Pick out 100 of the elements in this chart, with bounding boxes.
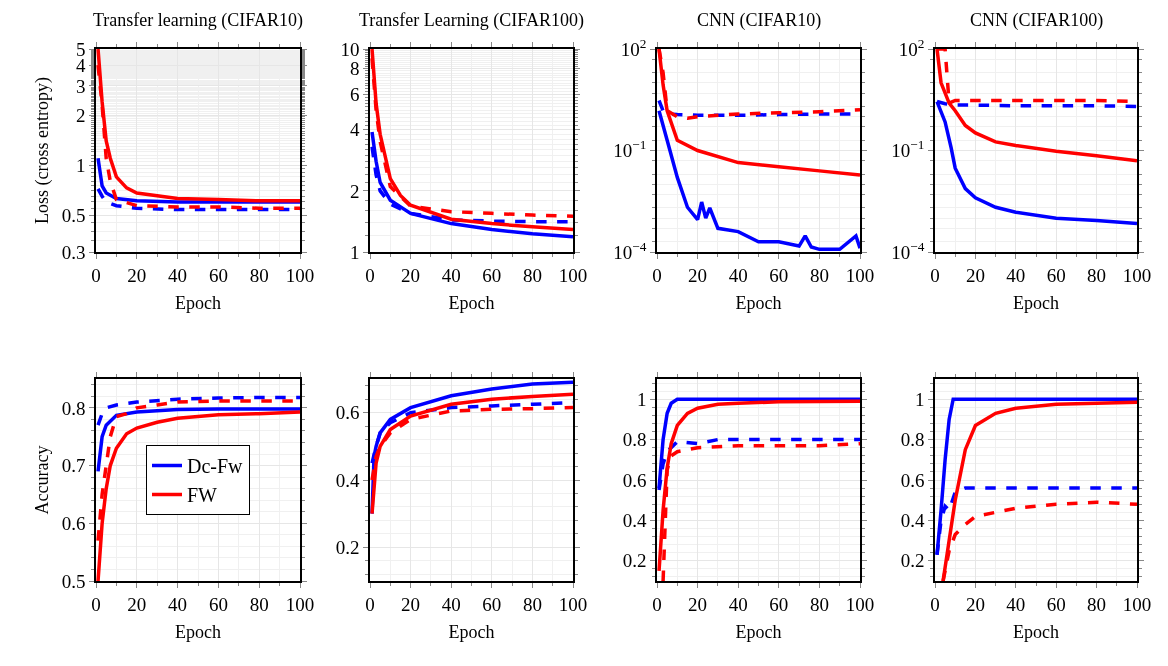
- x-tick-label: 0: [365, 264, 375, 286]
- x-tick-label: 40: [728, 593, 748, 615]
- x-tick-label: 100: [285, 264, 315, 286]
- x-tick-label: 40: [1006, 264, 1026, 286]
- x-tick-label: 40: [441, 593, 461, 615]
- x-tick-label: 20: [127, 264, 147, 286]
- x-tick-label: 20: [127, 593, 147, 615]
- chart-title: Transfer learning (CIFAR10): [93, 10, 303, 31]
- y-tick-label: 0.6: [335, 402, 360, 424]
- y-tick-label: 10$^{−4}$: [891, 238, 925, 263]
- x-tick-label: 0: [91, 264, 101, 286]
- chart-title: CNN (CIFAR100): [970, 10, 1104, 31]
- y-tick-label: 0.5: [61, 570, 86, 592]
- x-tick-label: 80: [522, 264, 542, 286]
- x-tick-label: 20: [688, 593, 708, 615]
- x-axis-title: Epoch: [735, 293, 782, 314]
- y-tick-label: 0.8: [622, 429, 647, 451]
- x-tick-label: 60: [769, 593, 789, 615]
- y-axis-title: Loss (cross entropy): [32, 77, 54, 224]
- x-tick-label: 20: [401, 593, 421, 615]
- y-tick-label: 10: [340, 38, 360, 60]
- y-tick-label: 3: [75, 75, 86, 97]
- legend-label: Dc-Fw: [187, 455, 244, 478]
- x-tick-label: 60: [482, 593, 502, 615]
- y-tick-label: 8: [349, 58, 360, 80]
- x-tick-label: 40: [168, 264, 188, 286]
- y-tick-label: 1: [349, 241, 360, 263]
- x-tick-label: 80: [249, 593, 269, 615]
- y-tick-label: 2: [75, 104, 86, 126]
- chart-title: Transfer Learning (CIFAR100): [359, 10, 584, 31]
- x-tick-label: 60: [482, 264, 502, 286]
- x-axis-title: Epoch: [1013, 293, 1059, 314]
- y-tick-label: 6: [349, 83, 360, 105]
- y-axis-title: Accuracy: [32, 445, 53, 515]
- y-tick-label: 0.6: [622, 469, 647, 491]
- x-tick-label: 100: [1122, 593, 1152, 615]
- x-tick-label: 80: [809, 264, 829, 286]
- line-series: [370, 130, 573, 239]
- y-tick-label: 0.8: [61, 397, 86, 419]
- y-tick-label: 0.7: [61, 455, 86, 477]
- y-tick-label: 10$^{−1}$: [891, 137, 925, 162]
- y-tick-label: 2: [349, 180, 360, 202]
- x-tick-label: 20: [965, 593, 985, 615]
- y-tick-label: 0.6: [61, 512, 86, 534]
- x-tick-label: 40: [1006, 593, 1026, 615]
- x-tick-label: 80: [809, 593, 829, 615]
- y-tick-label: 1: [636, 388, 647, 410]
- x-tick-label: 40: [168, 593, 188, 615]
- x-tick-label: 40: [441, 264, 461, 286]
- x-tick-label: 80: [1087, 264, 1107, 286]
- x-tick-label: 60: [769, 264, 789, 286]
- x-tick-label: 20: [401, 264, 421, 286]
- x-tick-label: 40: [728, 264, 748, 286]
- legend-label: FW: [187, 484, 218, 507]
- y-tick-label: 0.2: [900, 550, 925, 572]
- y-tick-label: 10$^{−4}$: [613, 238, 647, 263]
- y-tick-label: 0.4: [900, 510, 925, 532]
- x-tick-label: 60: [1046, 264, 1066, 286]
- x-tick-label: 0: [91, 593, 101, 615]
- x-axis-title: Epoch: [1013, 622, 1059, 643]
- x-tick-label: 60: [208, 264, 228, 286]
- x-tick-label: 100: [558, 264, 588, 286]
- y-tick-label: 1: [914, 388, 925, 410]
- x-axis-title: Epoch: [175, 622, 221, 643]
- y-tick-label: 0.8: [900, 429, 925, 451]
- x-axis-title: Epoch: [175, 293, 221, 314]
- y-tick-label: 0.5: [61, 204, 86, 226]
- x-tick-label: 60: [1046, 593, 1066, 615]
- x-tick-label: 80: [1087, 593, 1107, 615]
- line-series: [96, 407, 300, 474]
- y-tick-label: 0.2: [622, 550, 647, 572]
- y-tick-label: 1: [75, 154, 86, 176]
- x-tick-label: 0: [652, 264, 662, 286]
- x-tick-label: 100: [1122, 264, 1152, 286]
- x-tick-label: 100: [845, 593, 875, 615]
- y-tick-label: 4: [349, 119, 360, 141]
- y-tick-label: 5: [75, 38, 86, 60]
- x-tick-label: 100: [845, 264, 875, 286]
- x-tick-label: 80: [522, 593, 542, 615]
- x-tick-label: 100: [285, 593, 315, 615]
- x-tick-label: 100: [558, 593, 588, 615]
- x-tick-label: 60: [208, 593, 228, 615]
- x-tick-label: 0: [652, 593, 662, 615]
- y-tick-label: 10$^{2}$: [620, 35, 647, 60]
- line-series: [96, 395, 300, 427]
- x-tick-label: 80: [249, 264, 269, 286]
- y-tick-label: 0.4: [622, 510, 647, 532]
- x-tick-label: 0: [365, 593, 375, 615]
- y-tick-label: 0.4: [335, 469, 360, 491]
- x-axis-title: Epoch: [448, 293, 495, 314]
- x-tick-label: 20: [965, 264, 985, 286]
- x-tick-label: 0: [930, 593, 940, 615]
- y-tick-label: 0.2: [335, 536, 360, 558]
- y-tick-label: 0.3: [61, 241, 86, 263]
- x-axis-title: Epoch: [735, 622, 782, 643]
- chart-title: CNN (CIFAR10): [697, 10, 822, 31]
- x-tick-label: 0: [930, 264, 940, 286]
- x-tick-label: 20: [688, 264, 708, 286]
- y-tick-label: 10$^{−1}$: [613, 137, 647, 162]
- y-tick-label: 0.6: [900, 469, 925, 491]
